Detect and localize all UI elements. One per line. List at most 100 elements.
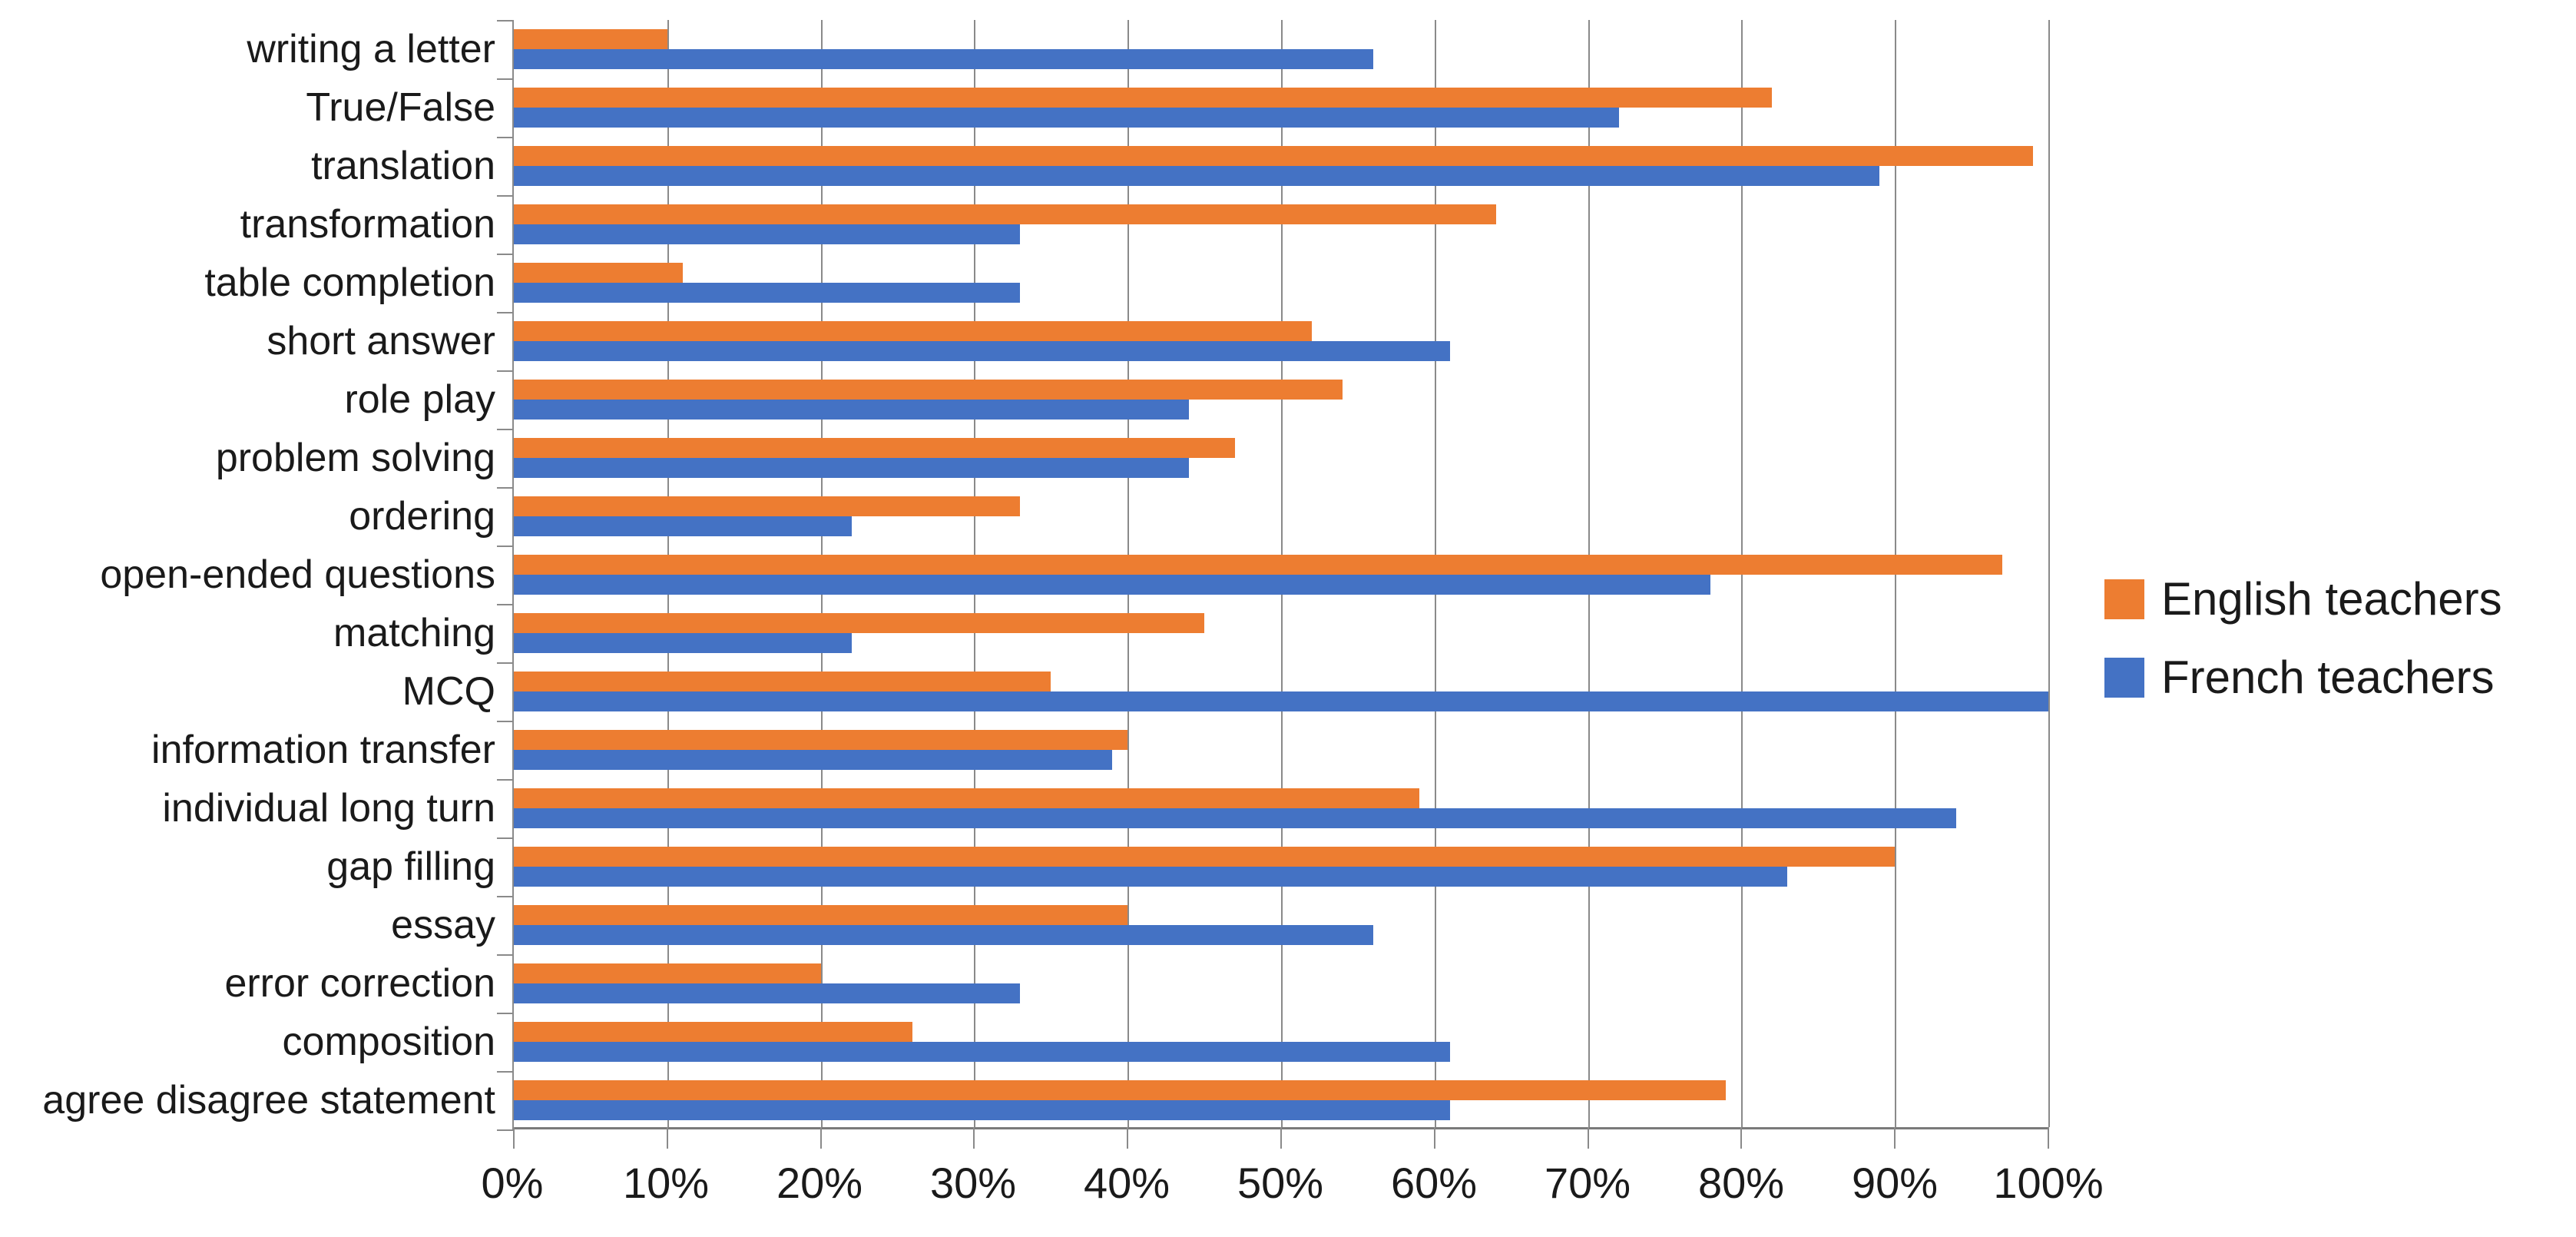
bar-english-teachers bbox=[514, 263, 683, 283]
x-axis-tick bbox=[1740, 1127, 1743, 1149]
category-label: writing a letter bbox=[247, 27, 495, 71]
plot-area bbox=[497, 20, 2050, 1149]
x-axis-label: 40% bbox=[1083, 1159, 1170, 1207]
y-axis-category-labels: writing a letter True/False translation tra… bbox=[0, 20, 495, 1129]
y-axis-tick bbox=[497, 896, 514, 897]
x-axis-label: 80% bbox=[1697, 1159, 1785, 1207]
y-axis-tick bbox=[497, 721, 514, 722]
category-label: individual long turn bbox=[162, 786, 495, 831]
y-axis-tick bbox=[497, 1013, 514, 1014]
x-axis-label: 0% bbox=[481, 1159, 544, 1207]
legend: English teachers French teachers bbox=[2104, 576, 2502, 701]
category-row bbox=[514, 1071, 2048, 1129]
x-axis-tick bbox=[1433, 1127, 1435, 1149]
x-axis-tick bbox=[1587, 1127, 1589, 1149]
bar-french-teachers bbox=[514, 808, 1957, 828]
bar-french-teachers bbox=[514, 750, 1113, 770]
x-axis-label: 30% bbox=[929, 1159, 1017, 1207]
bar-french-teachers bbox=[514, 516, 852, 536]
category-label: role play bbox=[344, 377, 495, 422]
category-label: translation bbox=[311, 144, 495, 188]
y-axis-tick bbox=[497, 20, 514, 22]
y-axis-tick bbox=[497, 954, 514, 956]
legend-label: French teachers bbox=[2161, 652, 2495, 703]
bar-english-teachers bbox=[514, 29, 667, 49]
y-axis-tick bbox=[497, 370, 514, 372]
category-label: composition bbox=[282, 1020, 495, 1064]
category-label: gap filling bbox=[326, 844, 495, 889]
bar-french-teachers bbox=[514, 458, 1190, 478]
y-axis-tick bbox=[497, 546, 514, 547]
category-row bbox=[514, 20, 2048, 78]
y-axis-tick bbox=[497, 195, 514, 197]
x-axis-tick bbox=[513, 1127, 515, 1149]
legend-label: English teachers bbox=[2161, 573, 2502, 625]
bar-french-teachers bbox=[514, 283, 1021, 303]
category-row bbox=[514, 896, 2048, 954]
bar-french-teachers bbox=[514, 633, 852, 653]
category-row bbox=[514, 779, 2048, 837]
category-label: MCQ bbox=[402, 669, 495, 714]
bar-french-teachers bbox=[514, 575, 1711, 595]
category-label: ordering bbox=[349, 494, 495, 539]
legend-swatch-icon bbox=[2104, 579, 2144, 619]
category-row bbox=[514, 954, 2048, 1013]
x-axis-label: 60% bbox=[1390, 1159, 1478, 1207]
x-axis-label: 100% bbox=[1993, 1159, 2104, 1207]
y-axis-tick bbox=[497, 78, 514, 80]
category-label: open-ended questions bbox=[100, 552, 495, 597]
bar-english-teachers bbox=[514, 672, 1051, 691]
bar-french-teachers bbox=[514, 1100, 1450, 1120]
bar-english-teachers bbox=[514, 847, 1896, 867]
x-axis-label: 10% bbox=[622, 1159, 710, 1207]
category-row bbox=[514, 546, 2048, 604]
vertical-gridline bbox=[2048, 20, 2050, 1127]
x-axis-tick bbox=[1280, 1127, 1282, 1149]
category-row bbox=[514, 721, 2048, 779]
y-axis-tick bbox=[497, 137, 514, 138]
category-label: agree disagree statement bbox=[42, 1078, 495, 1123]
y-axis-tick bbox=[497, 837, 514, 839]
legend-entry: French teachers bbox=[2104, 655, 2502, 701]
bar-french-teachers bbox=[514, 166, 1880, 186]
bar-english-teachers bbox=[514, 146, 2034, 166]
y-axis-tick bbox=[497, 662, 514, 664]
category-label: information transfer bbox=[151, 728, 495, 772]
y-axis-tick bbox=[497, 779, 514, 781]
y-axis-tick bbox=[497, 604, 514, 605]
y-axis-tick bbox=[497, 312, 514, 313]
bar-english-teachers bbox=[514, 88, 1773, 108]
category-row bbox=[514, 137, 2048, 195]
category-label: short answer bbox=[267, 319, 495, 363]
category-row bbox=[514, 837, 2048, 896]
category-row bbox=[514, 254, 2048, 312]
category-row bbox=[514, 78, 2048, 137]
x-axis-tick bbox=[666, 1127, 668, 1149]
bar-english-teachers bbox=[514, 963, 821, 983]
bar-english-teachers bbox=[514, 613, 1205, 633]
category-label: problem solving bbox=[215, 436, 495, 480]
bar-english-teachers bbox=[514, 380, 1343, 400]
category-label: error correction bbox=[224, 961, 495, 1006]
category-label: table completion bbox=[204, 260, 495, 305]
bar-french-teachers bbox=[514, 108, 1619, 128]
category-label: matching bbox=[333, 611, 495, 655]
x-axis-label: 50% bbox=[1237, 1159, 1324, 1207]
bar-french-teachers bbox=[514, 925, 1373, 945]
x-axis-tick bbox=[1894, 1127, 1896, 1149]
y-axis-tick bbox=[497, 1071, 514, 1073]
x-axis-label: 90% bbox=[1851, 1159, 1939, 1207]
category-row bbox=[514, 662, 2048, 721]
bar-french-teachers bbox=[514, 224, 1021, 244]
bar-english-teachers bbox=[514, 204, 1496, 224]
category-row bbox=[514, 312, 2048, 370]
x-axis-label: 20% bbox=[776, 1159, 863, 1207]
bar-french-teachers bbox=[514, 983, 1021, 1003]
bar-french-teachers bbox=[514, 867, 1788, 887]
x-axis-tick bbox=[1127, 1127, 1129, 1149]
y-axis-tick bbox=[497, 254, 514, 255]
y-axis-tick bbox=[497, 1129, 514, 1131]
bar-english-teachers bbox=[514, 555, 2003, 575]
bar-english-teachers bbox=[514, 496, 1021, 516]
